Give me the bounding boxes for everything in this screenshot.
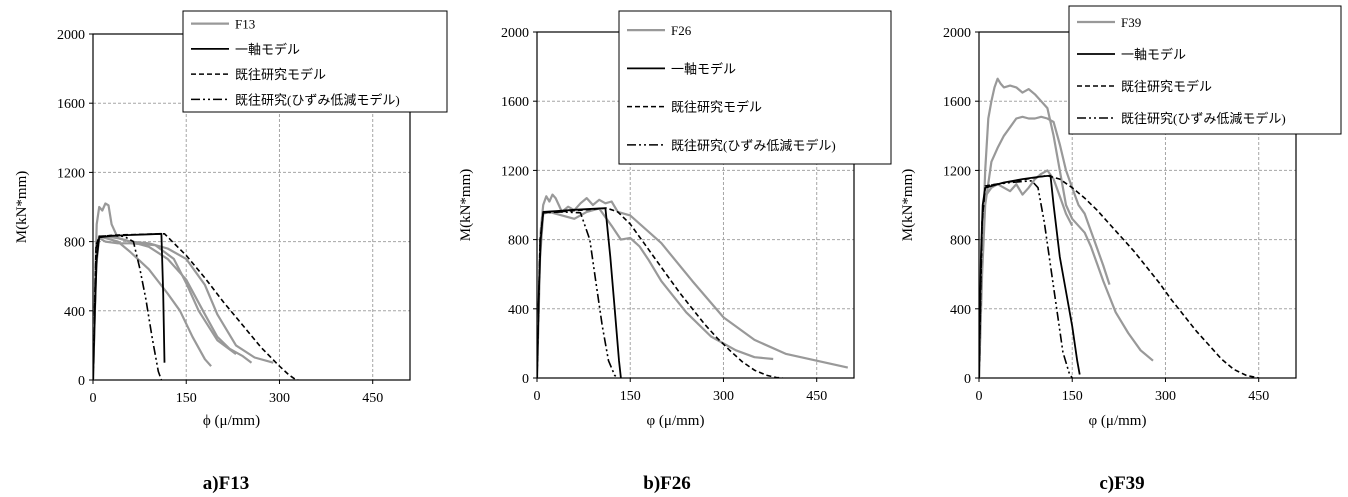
series-line-dashed <box>93 233 299 380</box>
series-line-solid-black <box>979 174 1081 378</box>
x-tick-label: 150 <box>176 391 197 406</box>
series-line-dashed <box>537 207 783 378</box>
y-axis-label: M(kN*mm) <box>458 169 474 242</box>
legend-box <box>182 10 448 113</box>
series-line-solid-gray <box>93 202 253 380</box>
y-tick-label: 0 <box>964 372 971 387</box>
series-line-dashdot <box>93 234 163 380</box>
series-line-solid-gray <box>979 169 1074 378</box>
x-axis-label: φ (μ/mm) <box>647 413 705 429</box>
x-tick-label: 0 <box>534 389 541 404</box>
series-group <box>93 202 299 380</box>
y-axis-label: M(kN*mm) <box>14 171 30 244</box>
y-tick-label: 2000 <box>501 26 529 41</box>
y-tick-label: 400 <box>64 305 85 320</box>
x-tick-label: 300 <box>1155 389 1176 404</box>
x-tick-label: 300 <box>269 391 290 406</box>
y-tick-label: 1200 <box>943 164 971 179</box>
legend-label: 一軸モデル <box>1121 47 1186 62</box>
y-tick-label: 400 <box>508 303 529 318</box>
y-tick-label: 1600 <box>943 95 971 110</box>
y-tick-label: 2000 <box>943 26 971 41</box>
legend-label: F13 <box>235 17 255 32</box>
panel-caption: c)F39 <box>1099 473 1144 494</box>
legend-label: 既往研究(ひずみ低減モデル) <box>235 92 400 107</box>
y-tick-label: 1600 <box>57 97 85 112</box>
series-line-solid-gray <box>979 77 1154 378</box>
y-tick-label: 0 <box>522 372 529 387</box>
series-line-solid-gray <box>537 207 774 378</box>
x-tick-label: 450 <box>806 389 827 404</box>
series-line-dashdot <box>537 211 619 378</box>
x-tick-label: 450 <box>1248 389 1269 404</box>
series-line-solid-gray <box>979 115 1111 378</box>
panel-caption: a)F13 <box>203 473 249 494</box>
legend-label: 既往研究(ひずみ低減モデル) <box>671 138 836 153</box>
chart-panel-f39: 0 400 800 1200 1600 2000 0 150 300 450 φ (μ/mm) M(k… <box>900 5 1342 494</box>
x-axis-label: φ (μ/mm) <box>1089 413 1147 429</box>
legend-box <box>1068 5 1342 135</box>
y-tick-label: 400 <box>950 303 971 318</box>
chart-panel-f26: 0 400 800 1200 1600 2000 0 150 300 450 φ (μ/mm) M(k… <box>458 10 892 494</box>
y-tick-label: 0 <box>78 374 85 389</box>
y-tick-label: 1200 <box>501 164 529 179</box>
series-line-dashdot <box>979 180 1073 378</box>
x-tick-label: 150 <box>1062 389 1083 404</box>
series-line-solid-black <box>537 207 622 378</box>
x-axis-label: ϕ (μ/mm) <box>203 413 260 429</box>
legend-label: 既往研究(ひずみ低減モデル) <box>1121 111 1286 126</box>
legend-label: 既往研究モデル <box>235 67 326 82</box>
legend-label: 一軸モデル <box>235 42 300 57</box>
y-axis-label: M(kN*mm) <box>900 169 916 242</box>
y-tick-label: 1600 <box>501 95 529 110</box>
y-tick-label: 2000 <box>57 28 85 43</box>
legend-label: F26 <box>671 23 692 38</box>
series-group <box>979 77 1259 378</box>
series-line-solid-black <box>93 232 166 380</box>
panel-caption: b)F26 <box>643 473 691 494</box>
y-tick-label: 800 <box>950 234 971 249</box>
series-group <box>537 193 849 378</box>
series-line-solid-gray <box>93 235 212 380</box>
legend-label: 一軸モデル <box>671 61 736 76</box>
series-line-solid-gray <box>537 193 849 378</box>
x-tick-label: 0 <box>90 391 97 406</box>
x-tick-label: 300 <box>713 389 734 404</box>
x-tick-label: 450 <box>362 391 383 406</box>
y-tick-label: 1200 <box>57 166 85 181</box>
y-tick-label: 800 <box>64 236 85 251</box>
series-line-dashed <box>979 174 1259 378</box>
legend-label: F39 <box>1121 15 1141 30</box>
legend-box <box>618 10 892 165</box>
y-tick-label: 800 <box>508 234 529 249</box>
chart-panel-f13: 0 400 800 1200 1600 2000 0 150 300 450 ϕ (μ/mm) M(k… <box>14 10 448 494</box>
legend-label: 既往研究モデル <box>671 100 762 115</box>
x-tick-label: 0 <box>976 389 983 404</box>
legend-label: 既往研究モデル <box>1121 79 1212 94</box>
x-tick-label: 150 <box>620 389 641 404</box>
